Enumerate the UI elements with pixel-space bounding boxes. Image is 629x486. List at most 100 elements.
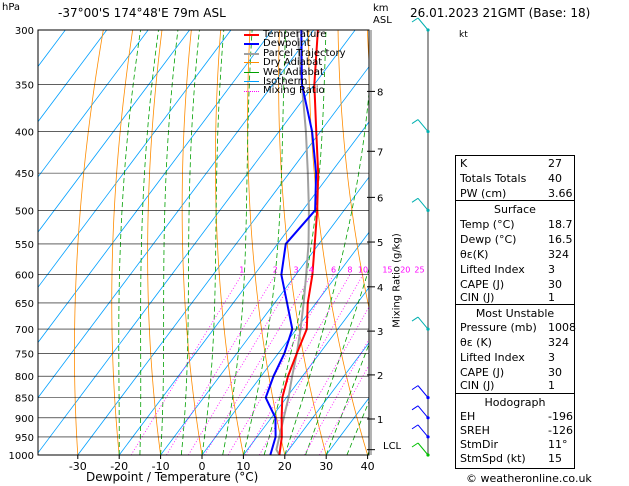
mu-row-cape: CAPE (J) 30 bbox=[460, 366, 562, 379]
isotherm-line bbox=[38, 30, 190, 233]
mixing-ratio-label: 3 bbox=[294, 266, 299, 275]
isotherm-line bbox=[38, 30, 273, 344]
wind-barb bbox=[417, 17, 429, 31]
km-tick-label: 1 bbox=[377, 415, 383, 426]
index-row-totals: Totals Totals 40 bbox=[460, 172, 562, 185]
isotherm-line bbox=[38, 30, 232, 288]
mu-row-lifted: Lifted Index 3 bbox=[460, 351, 555, 364]
location-label: -37°00'S 174°48'E 79m ASL bbox=[58, 6, 226, 20]
km-tick-label: 7 bbox=[377, 147, 383, 158]
pressure-tick-label: 1000 bbox=[9, 451, 34, 462]
surface-row-lifted: Lifted Index 3 bbox=[460, 263, 555, 276]
x-tick-label: -20 bbox=[110, 460, 128, 473]
pressure-tick-label: 600 bbox=[15, 271, 34, 282]
km-tick-label: 2 bbox=[377, 371, 383, 382]
isotherm-line bbox=[38, 30, 356, 454]
isotherm-line bbox=[38, 30, 108, 123]
hodo-row-stmspd: StmSpd (kt) 15 bbox=[460, 452, 562, 465]
most-unstable-title: Most Unstable bbox=[475, 307, 555, 320]
wet-adiabat-line bbox=[201, 30, 225, 455]
datetime-label: 26.01.2023 21GMT (Base: 18) bbox=[410, 6, 591, 20]
pressure-tick-label: 700 bbox=[15, 325, 34, 336]
wind-barb bbox=[417, 385, 429, 398]
wind-barb-flag bbox=[411, 385, 419, 391]
mu-row-pressure: Pressure (mb) 1008 bbox=[460, 321, 576, 334]
x-tick-label: 30 bbox=[319, 460, 333, 473]
asl-label: ASL bbox=[373, 15, 392, 26]
isotherm-line bbox=[284, 342, 369, 455]
surface-panel: Surface Temp (°C) 18.7 Dewp (°C) 16.5 θε… bbox=[455, 200, 575, 307]
km-tick-label: 8 bbox=[377, 87, 383, 98]
wind-barb-flag bbox=[411, 442, 419, 448]
legend-item-dewpoint: Dewpoint bbox=[244, 39, 364, 49]
dry-adiabat-line bbox=[111, 30, 134, 455]
mixing-ratio-label: 10 bbox=[358, 266, 368, 275]
isotherm-line bbox=[38, 30, 315, 399]
surface-row-cin: CIN (J) 1 bbox=[460, 291, 555, 304]
hodograph-kt-label: kt bbox=[459, 30, 468, 40]
isotherm-line bbox=[243, 286, 369, 455]
x-tick-label: 0 bbox=[199, 460, 206, 473]
wind-barb bbox=[417, 442, 429, 456]
pressure-tick-label: 750 bbox=[15, 349, 34, 360]
hodo-row-sreh: SREH -126 bbox=[460, 424, 573, 437]
surface-title: Surface bbox=[494, 203, 536, 216]
mixing-ratio-label: 4 bbox=[309, 266, 314, 275]
km-tick-label: 6 bbox=[377, 193, 383, 204]
legend-item-dry-adiabat: Dry Adiabat bbox=[244, 57, 364, 68]
mixing-ratio-label: 2 bbox=[273, 266, 278, 275]
mixing-ratio-line bbox=[130, 274, 243, 455]
legend-item-mixing-ratio: Mixing Ratio bbox=[244, 86, 364, 96]
hodograph-stats-title: Hodograph bbox=[484, 396, 546, 409]
pressure-tick-label: 450 bbox=[15, 169, 34, 180]
pressure-tick-label: 400 bbox=[15, 128, 34, 139]
wind-barb bbox=[417, 198, 429, 211]
mu-row-theta-e: θε (K) 324 bbox=[460, 336, 569, 349]
mu-row-cin: CIN (J) 1 bbox=[460, 379, 555, 392]
pressure-tick-label: 850 bbox=[15, 394, 34, 405]
hodo-row-eh: EH -196 bbox=[460, 410, 573, 423]
km-label: km bbox=[373, 3, 389, 14]
legend-item-parcel: Parcel Trajectory bbox=[244, 48, 364, 59]
legend: Temperature Dewpoint Parcel Trajectory D… bbox=[244, 29, 364, 96]
wet-adiabat-line bbox=[139, 30, 159, 455]
mixing-ratio-label: 8 bbox=[347, 266, 352, 275]
mixing-ratio-label: 6 bbox=[331, 266, 336, 275]
most-unstable-panel: Most Unstable Pressure (mb) 1008 θε (K) … bbox=[455, 304, 576, 396]
index-row-k: K 27 bbox=[460, 157, 562, 170]
x-tick-label: 10 bbox=[236, 460, 250, 473]
surface-row-dewp: Dewp (°C) 16.5 bbox=[460, 233, 573, 246]
dry-adiabat-line bbox=[74, 30, 104, 455]
wind-barb-flag bbox=[411, 316, 419, 322]
dry-adiabat-line bbox=[181, 30, 203, 455]
hodograph-stats-panel: Hodograph EH -196 SREH -126 StmDir 11° S… bbox=[455, 393, 575, 469]
pressure-tick-label: 550 bbox=[15, 240, 34, 251]
wind-barb-flag bbox=[411, 197, 419, 203]
x-tick-label: 20 bbox=[278, 460, 292, 473]
wet-adiabat-line bbox=[180, 30, 200, 455]
isotherm-line bbox=[118, 121, 369, 455]
mixing-ratio-axis-label: Mixing Ratio (g/kg) bbox=[391, 233, 403, 328]
isotherm-line bbox=[77, 66, 369, 455]
km-tick-label: 3 bbox=[377, 327, 383, 338]
mixing-ratio-label: 1 bbox=[239, 266, 244, 275]
wet-adiabat-line bbox=[160, 30, 179, 455]
wind-barb-flag bbox=[411, 424, 419, 430]
mixing-ratio-line bbox=[227, 274, 334, 455]
wet-adiabat-line bbox=[118, 30, 141, 455]
lcl-label: LCL bbox=[383, 441, 402, 452]
pressure-unit-label: hPa bbox=[2, 2, 21, 13]
x-tick-label: -10 bbox=[152, 460, 170, 473]
wind-barb bbox=[417, 119, 429, 132]
wind-barb bbox=[417, 424, 429, 438]
km-tick-label: 5 bbox=[377, 238, 383, 249]
mixing-ratio-line bbox=[319, 364, 369, 455]
copyright-label: © weatheronline.co.uk bbox=[466, 472, 592, 485]
wind-barb-flag bbox=[411, 17, 419, 23]
surface-row-theta-e: θε(K) 324 bbox=[460, 248, 569, 261]
surface-row-temp: Temp (°C) 18.7 bbox=[460, 218, 573, 231]
index-row-pw: PW (cm) 3.66 bbox=[460, 187, 573, 200]
pressure-tick-label: 650 bbox=[15, 299, 34, 310]
wind-barb-flag bbox=[411, 119, 419, 124]
x-tick-label: -30 bbox=[69, 460, 87, 473]
